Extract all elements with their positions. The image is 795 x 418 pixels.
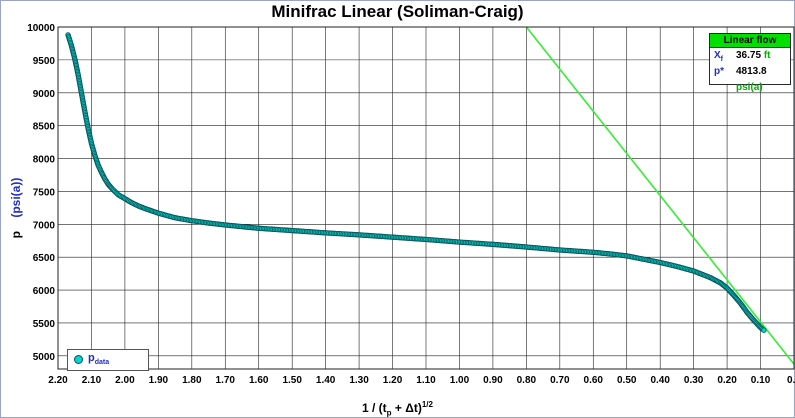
x-tick-label: 1.40 xyxy=(316,375,336,386)
x-tick-label: 0.0 xyxy=(787,375,795,386)
pstar-symbol: p* xyxy=(714,66,724,77)
x-tick-label: 2.10 xyxy=(82,375,102,386)
y-tick-label: 6500 xyxy=(33,253,56,264)
x-tick-label: 0.50 xyxy=(617,375,637,386)
x-tick-label: 0.20 xyxy=(717,375,737,386)
legend-marker-pdata xyxy=(74,355,83,364)
x-axis-label: 1 / (tp + Δt)1/2 xyxy=(0,400,795,417)
chart-title: Minifrac Linear (Soliman-Craig) xyxy=(271,2,524,21)
pstar-unit: psi(a) xyxy=(736,82,763,93)
legend[interactable]: pdata xyxy=(67,349,149,371)
x-tick-label: 1.70 xyxy=(216,375,236,386)
legend-label-sub: data xyxy=(94,359,110,367)
x-tick-labels: 2.20 2.10 2.00 1.90 1.80 1.70 1.60 1.50 1.40 1.30… xyxy=(48,375,795,386)
pstar-value-group: 4813.8 psi(a) xyxy=(736,64,790,96)
x-tick-label: 0.30 xyxy=(684,375,704,386)
data-point xyxy=(761,327,767,333)
xf-symbol-main: X xyxy=(714,50,721,61)
x-tick-label: 0.60 xyxy=(584,375,604,386)
legend-label-pdata: pdata xyxy=(88,352,109,366)
pstar-value: 4813.8 xyxy=(736,66,767,77)
x-tick-label: 1.90 xyxy=(149,375,169,386)
x-tick-label: 1.10 xyxy=(416,375,436,386)
x-tick-label: 1.80 xyxy=(182,375,202,386)
x-tick-label: 1.20 xyxy=(383,375,403,386)
x-tick-label: 1.30 xyxy=(349,375,369,386)
y-tick-label: 7000 xyxy=(33,220,56,231)
xf-unit: ft xyxy=(763,50,771,61)
x-tick-label: 0.40 xyxy=(650,375,670,386)
x-axis-label-prefix: 1 / (t xyxy=(362,401,387,415)
y-tick-label: 6000 xyxy=(33,286,56,297)
info-box-header: Linear flow xyxy=(710,34,790,48)
y-tick-label: 5500 xyxy=(33,319,56,330)
y-tick-labels: 10000 9500 9000 8500 8000 7500 7000 6500 6000 550… xyxy=(27,23,55,363)
info-row-pstar: p* 4813.8 psi(a) xyxy=(710,64,790,93)
series-lines xyxy=(525,26,795,367)
x-tick-label: 1.60 xyxy=(249,375,269,386)
xf-value-group: 36.75 ft xyxy=(736,48,770,64)
x-tick-label: 1.50 xyxy=(282,375,302,386)
y-tick-label: 5000 xyxy=(33,352,56,363)
x-tick-label: 0.10 xyxy=(751,375,771,386)
linear-flow-line xyxy=(525,26,795,367)
xf-value: 36.75 xyxy=(736,50,762,61)
xf-symbol-sub: f xyxy=(720,56,724,63)
x-tick-label: 1.00 xyxy=(450,375,470,386)
x-tick-label: 0.90 xyxy=(483,375,503,386)
y-tick-label: 8000 xyxy=(33,155,56,166)
legend-label-main: p xyxy=(88,352,95,364)
y-tick-label: 10000 xyxy=(27,23,55,34)
plot-border xyxy=(57,26,795,370)
x-tick-label: 2.00 xyxy=(115,375,135,386)
x-axis-label-sub: p xyxy=(386,408,392,418)
xf-symbol: Xf xyxy=(714,48,723,68)
x-axis-label-middle: + Δt) xyxy=(391,401,422,415)
x-tick-label: 0.70 xyxy=(550,375,570,386)
linear-flow-info-box[interactable]: Linear flow Xf 36.75 ft p* 4813.8 psi(a) xyxy=(709,33,791,93)
x-tick-label: 0.80 xyxy=(517,375,537,386)
y-tick-label: 9500 xyxy=(33,56,56,67)
y-tick-label: 8500 xyxy=(33,122,56,133)
info-row-xf: Xf 36.75 ft xyxy=(710,48,790,64)
series-points xyxy=(65,32,767,333)
y-tick-label: 7500 xyxy=(33,187,56,198)
x-axis-label-sup: 1/2 xyxy=(421,400,433,409)
x-tick-label: 2.20 xyxy=(48,375,68,386)
y-tick-label: 9000 xyxy=(33,89,56,100)
